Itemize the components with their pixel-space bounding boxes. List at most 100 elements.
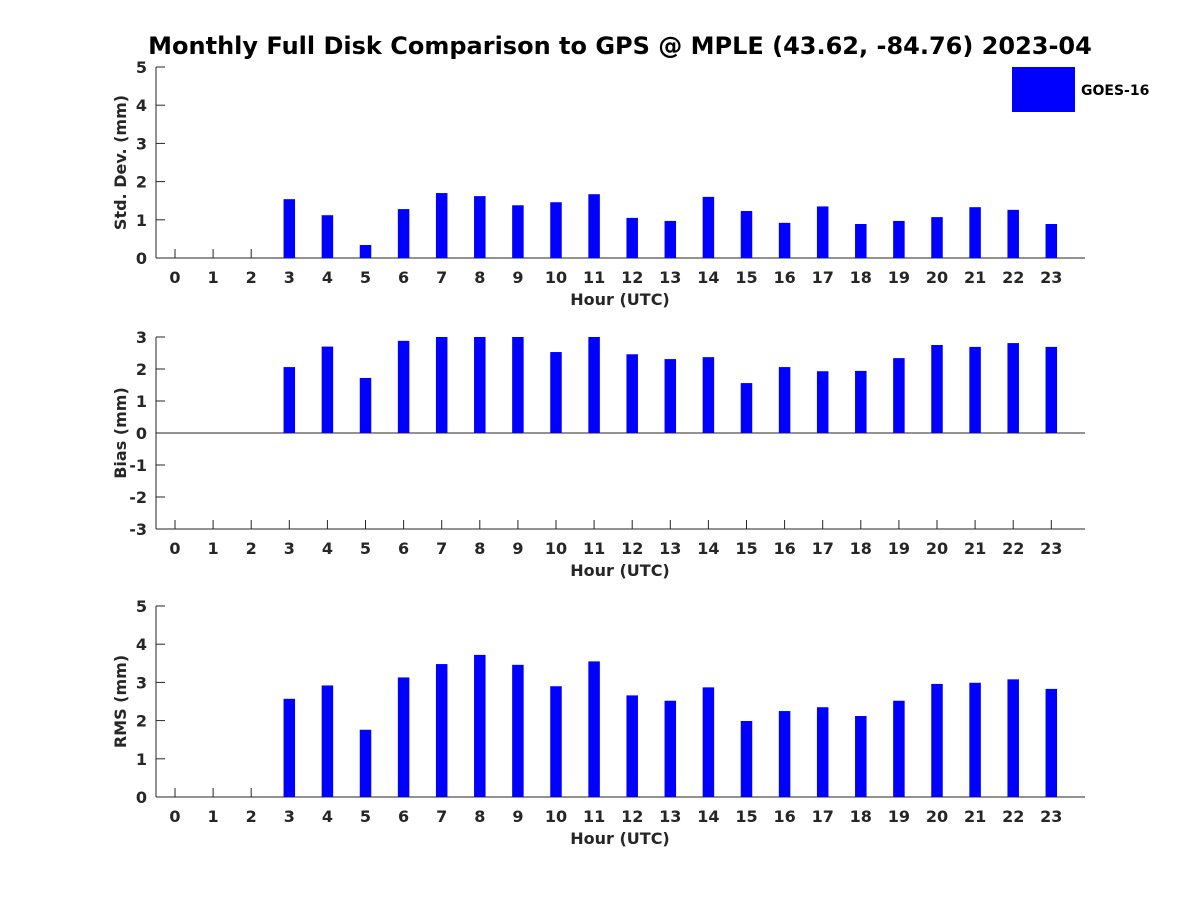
bar-hour-12 [626, 354, 638, 433]
bar-hour-21 [969, 346, 981, 433]
bar-hour-9 [512, 337, 524, 433]
x-tick-label: 5 [360, 268, 371, 287]
x-tick-label: 1 [208, 539, 219, 558]
bar-hour-16 [778, 711, 791, 797]
bar-hour-11 [588, 661, 600, 797]
x-tick-label: 14 [697, 268, 719, 287]
x-tick-label: 7 [436, 807, 447, 826]
x-tick-label: 0 [169, 268, 180, 287]
x-tick-label: 13 [659, 539, 681, 558]
bar-hour-5 [359, 729, 372, 797]
y-tick-label: 0 [136, 424, 147, 443]
bar-hour-10 [550, 686, 562, 797]
y-tick-label: 1 [136, 392, 147, 411]
x-tick-label: 2 [246, 268, 257, 287]
x-tick-label: 8 [474, 268, 485, 287]
y-tick-label: 2 [136, 173, 147, 192]
x-tick-label: 5 [360, 807, 371, 826]
bar-hour-8 [474, 337, 486, 433]
x-tick-label: 19 [888, 539, 910, 558]
bar-hour-7 [435, 193, 448, 258]
bar-hour-5 [359, 245, 372, 258]
x-tick-label: 15 [735, 807, 757, 826]
bar-hour-7 [435, 337, 448, 433]
x-tick-label: 9 [512, 539, 523, 558]
x-tick-label: 8 [474, 807, 485, 826]
y-axis-label: Bias (mm) [111, 387, 130, 479]
x-tick-label: 7 [436, 539, 447, 558]
x-tick-label: 22 [1002, 539, 1024, 558]
bar-hour-10 [550, 202, 562, 258]
x-tick-label: 3 [284, 268, 295, 287]
x-tick-label: 23 [1040, 268, 1062, 287]
x-tick-label: 6 [398, 268, 409, 287]
x-tick-label: 19 [888, 807, 910, 826]
bar-hour-6 [397, 677, 410, 797]
bar-hour-15 [740, 383, 753, 433]
bar-hour-23 [1045, 688, 1058, 797]
bar-hour-13 [664, 700, 677, 797]
x-tick-label: 3 [284, 807, 295, 826]
bar-hour-6 [397, 209, 410, 258]
x-tick-label: 20 [926, 807, 948, 826]
y-tick-label: 3 [136, 134, 147, 153]
x-tick-label: 9 [512, 807, 523, 826]
x-tick-label: 11 [583, 268, 605, 287]
bar-hour-20 [931, 217, 943, 258]
x-tick-label: 1 [208, 807, 219, 826]
x-tick-label: 16 [773, 539, 795, 558]
bar-hour-3 [283, 698, 296, 797]
x-tick-label: 4 [322, 539, 333, 558]
bar-hour-4 [321, 685, 334, 797]
bar-hour-14 [702, 357, 715, 433]
y-tick-label: 0 [136, 249, 147, 268]
y-tick-label: -3 [129, 520, 147, 539]
bar-hour-19 [893, 220, 905, 258]
x-tick-label: 18 [850, 539, 872, 558]
x-tick-label: 2 [246, 539, 257, 558]
x-tick-label: 16 [773, 807, 795, 826]
bar-hour-18 [855, 224, 867, 258]
x-tick-label: 6 [398, 807, 409, 826]
x-tick-label: 14 [697, 539, 719, 558]
legend-label-goes-16: GOES-16 [1081, 83, 1149, 99]
chart-title: Monthly Full Disk Comparison to GPS @ MP… [148, 32, 1092, 60]
x-axis-label: Hour (UTC) [570, 290, 670, 309]
bar-hour-18 [855, 370, 867, 433]
bar-hour-17 [816, 206, 829, 258]
x-tick-label: 20 [926, 268, 948, 287]
y-tick-label: 5 [136, 597, 147, 616]
x-tick-label: 17 [812, 268, 834, 287]
bar-hour-15 [740, 720, 753, 797]
bar-hour-16 [778, 222, 791, 258]
y-tick-label: 1 [136, 211, 147, 230]
y-tick-label: 4 [136, 635, 147, 654]
bar-hour-22 [1007, 679, 1019, 797]
legend: GOES-16 [1012, 67, 1149, 112]
y-tick-label: 0 [136, 788, 147, 807]
x-tick-label: 18 [850, 807, 872, 826]
bar-hour-23 [1045, 346, 1058, 433]
bar-hour-12 [626, 217, 638, 258]
x-tick-label: 13 [659, 807, 681, 826]
bar-hour-13 [664, 359, 677, 433]
x-tick-label: 5 [360, 539, 371, 558]
x-tick-label: 1 [208, 268, 219, 287]
bar-hour-9 [512, 205, 524, 258]
x-tick-label: 0 [169, 539, 180, 558]
bar-hour-3 [283, 199, 296, 258]
x-tick-label: 8 [474, 539, 485, 558]
y-tick-label: 3 [136, 673, 147, 692]
x-tick-label: 18 [850, 268, 872, 287]
y-tick-label: 3 [136, 328, 147, 347]
bar-hour-12 [626, 695, 638, 797]
x-tick-label: 23 [1040, 807, 1062, 826]
bar-hour-22 [1007, 343, 1019, 433]
y-tick-label: -2 [129, 488, 147, 507]
x-tick-label: 10 [545, 539, 567, 558]
x-tick-label: 4 [322, 807, 333, 826]
bar-hour-4 [321, 346, 334, 433]
x-tick-label: 6 [398, 539, 409, 558]
